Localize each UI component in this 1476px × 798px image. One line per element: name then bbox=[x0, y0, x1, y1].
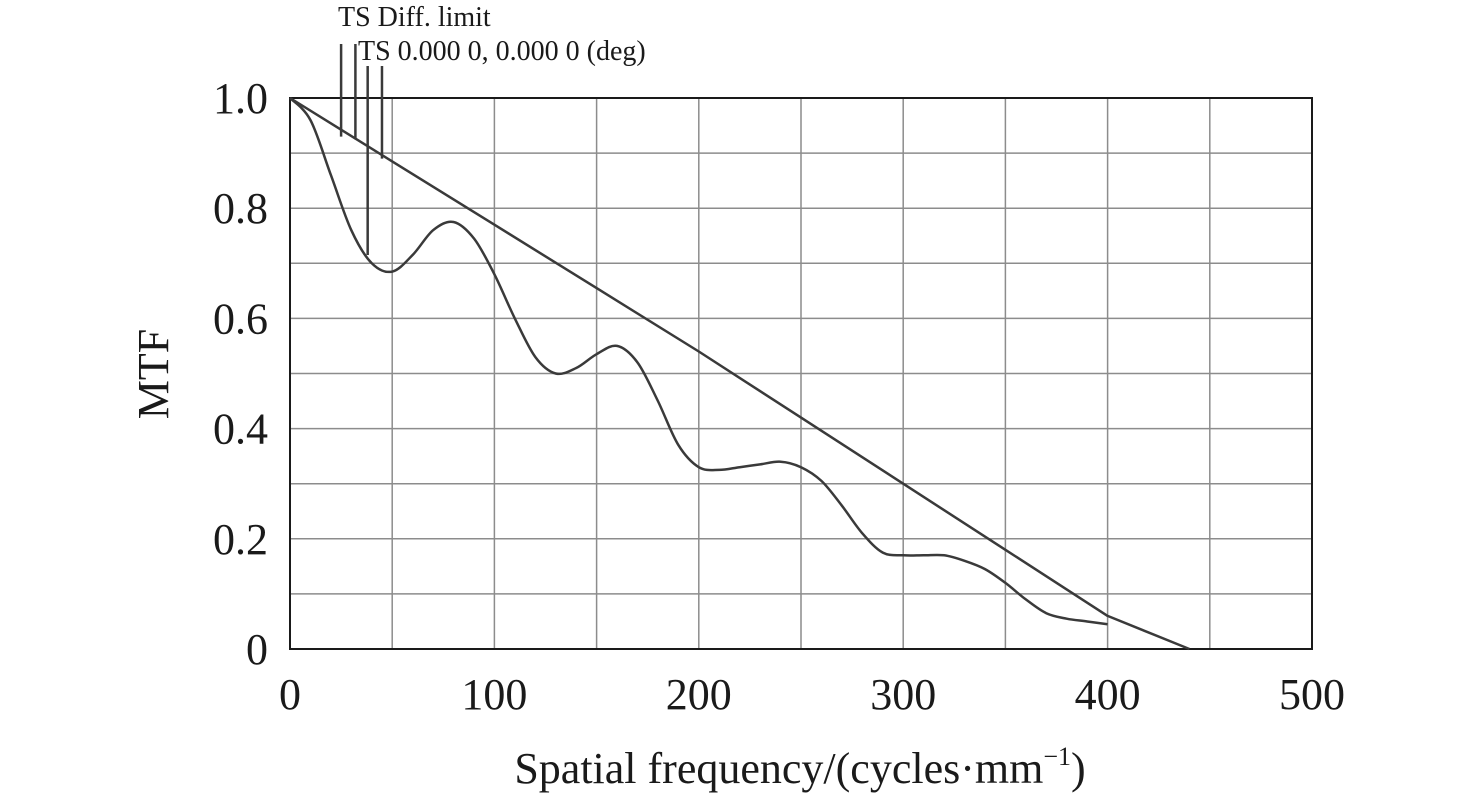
x-axis-title-close: ) bbox=[1071, 744, 1086, 793]
series-mtf-field bbox=[289, 97, 1108, 626]
x-tick-label: 500 bbox=[1279, 670, 1345, 719]
x-axis-title-main: Spatial frequency/(cycles·mm bbox=[514, 744, 1043, 793]
x-tick-label: 100 bbox=[461, 670, 527, 719]
y-tick-label: 0.2 bbox=[213, 515, 268, 564]
x-tick-label: 0 bbox=[279, 670, 301, 719]
y-axis-title: MTF bbox=[129, 329, 178, 419]
x-tick-label: 400 bbox=[1075, 670, 1141, 719]
x-axis-title: Spatial frequency/(cycles·mm−1) bbox=[514, 742, 1085, 793]
x-axis-title-sup: −1 bbox=[1043, 742, 1071, 771]
x-tick-label: 300 bbox=[870, 670, 936, 719]
x-tick-label: 200 bbox=[666, 670, 732, 719]
y-tick-label: 1.0 bbox=[213, 74, 268, 123]
legend-label-field: TS 0.000 0, 0.000 0 (deg) bbox=[358, 36, 646, 67]
y-tick-label: 0.4 bbox=[213, 405, 268, 454]
legend-label-diff-limit: TS Diff. limit bbox=[338, 2, 491, 33]
y-tick-label: 0.8 bbox=[213, 184, 268, 233]
x-tick-labels: 0 100 200 300 400 500 bbox=[279, 670, 1345, 719]
series-diff-limit bbox=[289, 96, 1190, 651]
grid bbox=[290, 98, 1312, 649]
legend-markers bbox=[339, 44, 384, 256]
plot-frame bbox=[289, 97, 1313, 650]
y-tick-label: 0 bbox=[246, 625, 268, 674]
series-group bbox=[289, 96, 1190, 651]
y-tick-label: 0.6 bbox=[213, 294, 268, 343]
y-tick-labels: 0 0.2 0.4 0.6 0.8 1.0 bbox=[213, 74, 268, 674]
